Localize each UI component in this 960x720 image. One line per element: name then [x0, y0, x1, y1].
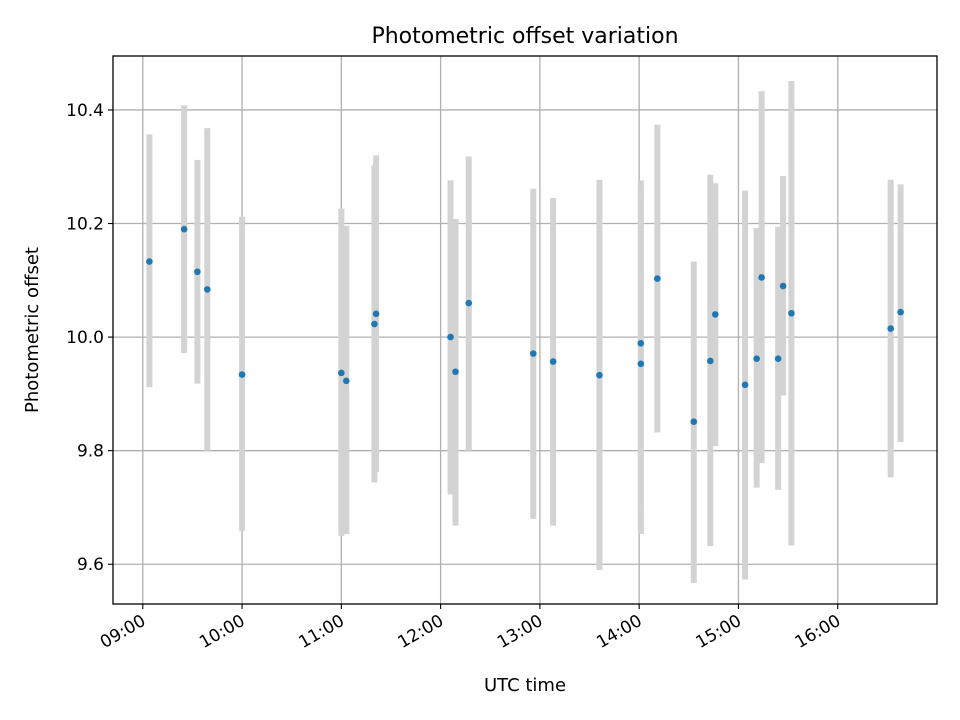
data-point	[372, 310, 380, 318]
data-point	[637, 340, 645, 347]
x-tick-label: 13:00	[494, 611, 546, 653]
y-tick-label: 9.6	[77, 555, 104, 575]
x-tick-label: 11:00	[295, 611, 347, 653]
error-bars	[146, 80, 904, 583]
data-point	[180, 225, 188, 233]
data-point	[779, 282, 787, 290]
data-point	[146, 258, 153, 265]
data-point	[549, 358, 557, 365]
data-point	[596, 371, 603, 379]
y-tick-label: 10.0	[66, 328, 104, 348]
y-axis-label: Photometric offset	[22, 247, 43, 413]
data-point	[447, 333, 454, 341]
data-point	[204, 286, 211, 293]
x-tick-label: 14:00	[593, 611, 645, 653]
plot-frame	[112, 55, 938, 605]
data-point	[654, 275, 661, 282]
data-point	[452, 368, 459, 376]
data-point	[753, 355, 760, 362]
data-point	[194, 268, 201, 276]
x-tick-label: 09:00	[97, 611, 149, 653]
data-point	[897, 308, 904, 316]
data-point	[741, 381, 749, 389]
data-point	[887, 325, 894, 332]
data-point	[690, 418, 698, 426]
data-point	[338, 369, 345, 377]
y-tick-label: 10.4	[66, 101, 104, 121]
chart-title: Photometric offset variation	[371, 24, 678, 49]
data-point	[637, 360, 645, 368]
y-tick-label: 9.8	[77, 442, 104, 462]
data-point	[758, 274, 765, 281]
x-tick-label: 16:00	[792, 611, 844, 653]
grid	[113, 56, 937, 604]
x-tick-label: 15:00	[693, 611, 745, 653]
x-tick-label: 10:00	[196, 611, 248, 653]
x-tick-label: 12:00	[395, 611, 447, 653]
data-point	[465, 299, 473, 307]
y-axis: 9.6 9.8 10.0 10.2 10.4	[66, 101, 113, 575]
data-point	[529, 350, 537, 357]
data-point	[788, 309, 795, 317]
data-point	[707, 357, 714, 365]
x-axis-label: UTC time	[484, 675, 566, 696]
data-point	[774, 355, 782, 362]
y-tick-label: 10.2	[66, 215, 104, 235]
data-point	[238, 371, 246, 378]
x-axis: 09:00 10:00 11:00 12:00 13:00 14:00 15:00 16:00	[97, 604, 844, 653]
data-points	[146, 225, 904, 426]
data-point	[343, 377, 350, 385]
data-point	[371, 320, 378, 328]
data-point	[711, 311, 719, 318]
